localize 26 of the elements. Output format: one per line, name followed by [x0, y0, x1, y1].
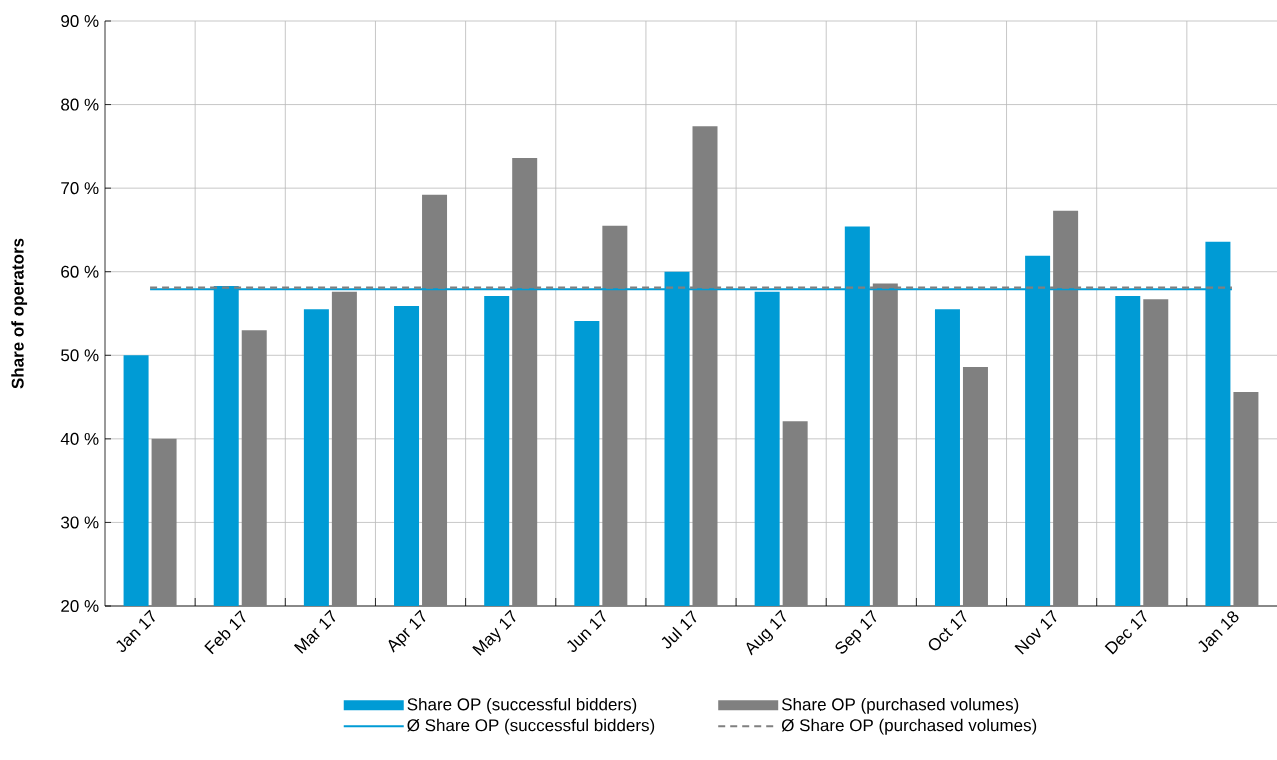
- legend-label: Ø Share OP (purchased volumes): [781, 718, 1037, 735]
- x-tick-label: Dec 17: [1104, 609, 1147, 655]
- x-tick-label: Apr 17: [388, 609, 426, 653]
- x-tick-label: Feb 17: [204, 610, 246, 655]
- y-tick-label: 50 %: [61, 349, 99, 362]
- y-tick-label: 70 %: [61, 182, 99, 195]
- y-tick-label: 90 %: [61, 14, 99, 28]
- y-tick-label: 30 %: [61, 516, 99, 529]
- x-tick-label: Jul 17: [661, 610, 697, 649]
- x-tick-label: Jan 17: [116, 609, 155, 653]
- x-tick-label: Jun 17: [567, 609, 606, 653]
- x-tick-label: Mar 17: [293, 609, 336, 654]
- y-tick-label: 60 %: [61, 265, 99, 278]
- x-tick-label: May 17: [472, 609, 516, 656]
- legend-label: Share OP (purchased volumes): [781, 697, 1019, 714]
- y-axis-title: Share of operators: [11, 238, 28, 389]
- y-tick-label: 20 %: [61, 599, 99, 613]
- x-tick-label: Oct 17: [928, 609, 967, 651]
- x-tick-label: Sep 17: [835, 609, 877, 654]
- legend-label: Share OP (successful bidders): [407, 697, 637, 714]
- y-tick-label: 40 %: [60, 432, 99, 445]
- y-tick-label: 80 %: [61, 98, 99, 111]
- x-tick-label: Nov 17: [1014, 609, 1057, 655]
- x-tick-label: Aug 17: [746, 609, 786, 656]
- x-tick-label: Jan 18: [1198, 611, 1239, 653]
- legend-label: Ø Share OP (successful bidders): [407, 718, 655, 735]
